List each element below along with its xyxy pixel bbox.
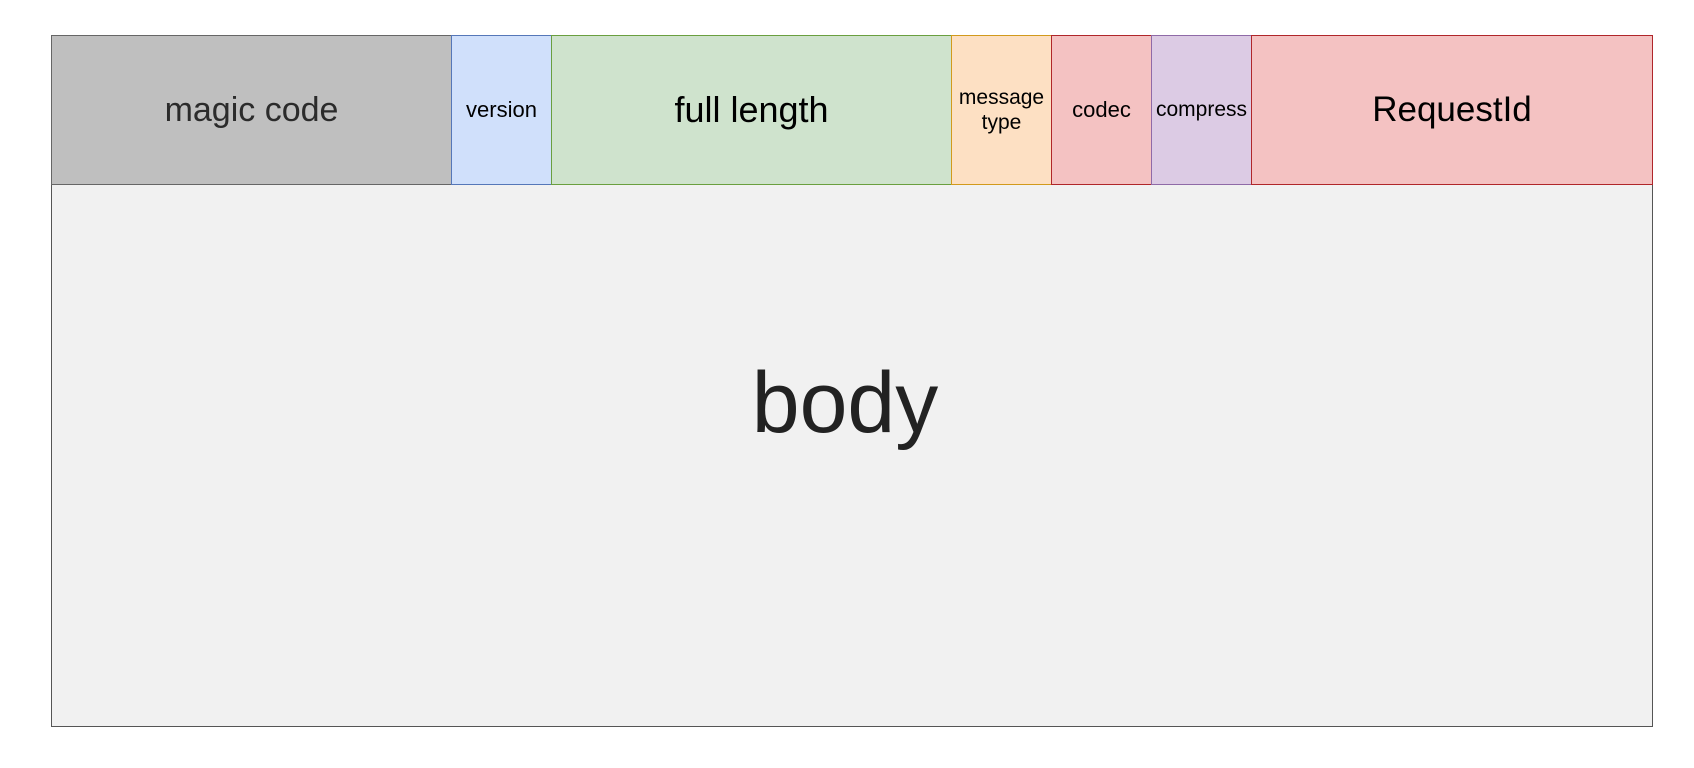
codec-field: codec <box>1051 35 1152 185</box>
compress-field: compress <box>1151 35 1252 185</box>
request-id-field: RequestId <box>1251 35 1653 185</box>
body-label: body <box>751 354 939 451</box>
magic-code-field: magic code <box>51 35 452 185</box>
message-type-field: message type <box>951 35 1052 185</box>
frame-header: magic code version full length message t… <box>51 35 1653 185</box>
frame-body: body <box>51 185 1653 727</box>
full-length-field: full length <box>551 35 952 185</box>
version-field: version <box>451 35 552 185</box>
protocol-frame-diagram: magic code version full length message t… <box>51 35 1653 727</box>
